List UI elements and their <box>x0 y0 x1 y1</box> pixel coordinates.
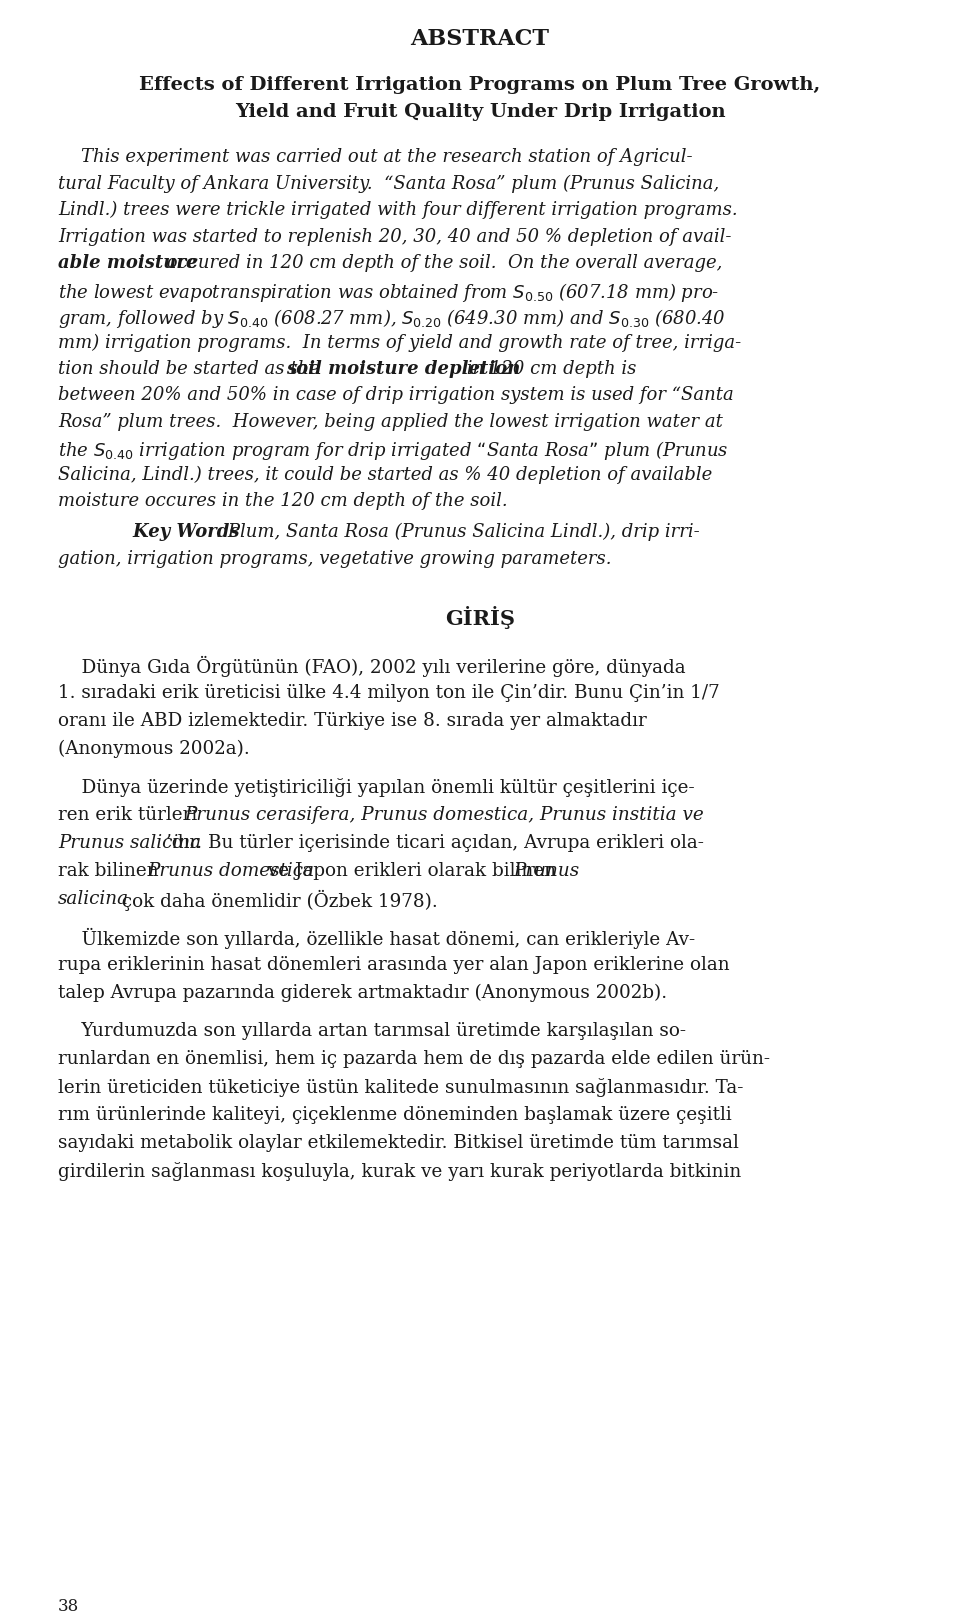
Text: 38: 38 <box>58 1597 80 1613</box>
Text: able moisture: able moisture <box>58 253 198 271</box>
Text: the $S_{0.40}$ irrigation program for drip irrigated “Santa Rosa” plum (Prunus: the $S_{0.40}$ irrigation program for dr… <box>58 440 729 463</box>
Text: moisture occures in the 120 cm depth of the soil.: moisture occures in the 120 cm depth of … <box>58 492 508 510</box>
Text: soil moisture depletion: soil moisture depletion <box>286 360 520 378</box>
Text: Lindl.) trees were trickle irrigated with four different irrigation programs.: Lindl.) trees were trickle irrigated wit… <box>58 201 737 219</box>
Text: runlardan en önemlisi, hem iç pazarda hem de dış pazarda elde edilen ürün-: runlardan en önemlisi, hem iç pazarda he… <box>58 1050 770 1068</box>
Text: Salicina, Lindl.) trees, it could be started as % 40 depletion of available: Salicina, Lindl.) trees, it could be sta… <box>58 466 712 484</box>
Text: the lowest evapotranspiration was obtained from $S_{0.50}$ (607.18 mm) pro-: the lowest evapotranspiration was obtain… <box>58 281 719 304</box>
Text: rupa eriklerinin hasat dönemleri arasında yer alan Japon eriklerine olan: rupa eriklerinin hasat dönemleri arasınd… <box>58 956 730 974</box>
Text: : Plum, Santa Rosa (Prunus Salicina Lindl.), drip irri-: : Plum, Santa Rosa (Prunus Salicina Lind… <box>216 523 700 540</box>
Text: Yield and Fruit Quality Under Drip Irrigation: Yield and Fruit Quality Under Drip Irrig… <box>234 102 726 122</box>
Text: sayıdaki metabolik olaylar etkilemektedir. Bitkisel üretimde tüm tarımsal: sayıdaki metabolik olaylar etkilemektedi… <box>58 1133 739 1151</box>
Text: Irrigation was started to replenish 20, 30, 40 and 50 % depletion of avail-: Irrigation was started to replenish 20, … <box>58 227 732 245</box>
Text: ’dır. Bu türler içerisinde ticari açıdan, Avrupa erikleri ola-: ’dır. Bu türler içerisinde ticari açıdan… <box>166 834 704 852</box>
Text: salicina: salicina <box>58 889 130 907</box>
Text: occured in 120 cm depth of the soil.  On the overall average,: occured in 120 cm depth of the soil. On … <box>161 253 722 271</box>
Text: Rosa” plum trees.  However, being applied the lowest irrigation water at: Rosa” plum trees. However, being applied… <box>58 412 723 430</box>
Text: mm) irrigation programs.  In terms of yield and growth rate of tree, irriga-: mm) irrigation programs. In terms of yie… <box>58 333 741 352</box>
Text: (Anonymous 2002a).: (Anonymous 2002a). <box>58 740 250 758</box>
Text: Yurdumuzda son yıllarda artan tarımsal üretimde karşılaşılan so-: Yurdumuzda son yıllarda artan tarımsal ü… <box>58 1021 686 1039</box>
Text: Prunus domestica: Prunus domestica <box>147 862 314 880</box>
Text: between 20% and 50% in case of drip irrigation system is used for “Santa: between 20% and 50% in case of drip irri… <box>58 386 733 404</box>
Text: çok daha önemlidir (Özbek 1978).: çok daha önemlidir (Özbek 1978). <box>115 889 438 911</box>
Text: in 120 cm depth is: in 120 cm depth is <box>461 360 636 378</box>
Text: rım ürünlerinde kaliteyi, çiçeklenme döneminden başlamak üzere çeşitli: rım ürünlerinde kaliteyi, çiçeklenme dön… <box>58 1105 732 1123</box>
Text: talep Avrupa pazarında giderek artmaktadır (Anonymous 2002b).: talep Avrupa pazarında giderek artmaktad… <box>58 984 667 1001</box>
Text: Prunus cerasifera, Prunus domestica, Prunus institia ve: Prunus cerasifera, Prunus domestica, Pru… <box>183 805 704 823</box>
Text: tion should be started as the: tion should be started as the <box>58 360 325 378</box>
Text: ​: ​ <box>108 523 131 540</box>
Text: Dünya Gıda Örgütünün (FAO), 2002 yılı verilerine göre, dünyada: Dünya Gıda Örgütünün (FAO), 2002 yılı ve… <box>58 656 685 677</box>
Text: Effects of Different Irrigation Programs on Plum Tree Growth,: Effects of Different Irrigation Programs… <box>139 76 821 94</box>
Text: ve Japon erikleri olarak bilinen: ve Japon erikleri olarak bilinen <box>262 862 562 880</box>
Text: GİRİŞ: GİRİŞ <box>445 605 515 628</box>
Text: rak bilinen: rak bilinen <box>58 862 164 880</box>
Text: ren erik türleri: ren erik türleri <box>58 805 204 823</box>
Text: ABSTRACT: ABSTRACT <box>411 28 549 50</box>
Text: This experiment was carried out at the research station of Agricul-: This experiment was carried out at the r… <box>58 148 692 166</box>
Text: lerin üreticiden tüketiciye üstün kalitede sunulmasının sağlanmasıdır. Ta-: lerin üreticiden tüketiciye üstün kalite… <box>58 1078 743 1096</box>
Text: gation, irrigation programs, vegetative growing parameters.: gation, irrigation programs, vegetative … <box>58 549 612 566</box>
Text: gram, followed by $S_{0.40}$ (608.27 mm), $S_{0.20}$ (649.30 mm) and $S_{0.30}$ : gram, followed by $S_{0.40}$ (608.27 mm)… <box>58 307 726 329</box>
Text: Key Words: Key Words <box>108 523 239 540</box>
Text: girdilerin sağlanması koşuluyla, kurak ve yarı kurak periyotlarda bitkinin: girdilerin sağlanması koşuluyla, kurak v… <box>58 1162 741 1180</box>
Text: Prunus salicina: Prunus salicina <box>58 834 202 852</box>
Text: Ülkemizde son yıllarda, özellikle hasat dönemi, can erikleriyle Av-: Ülkemizde son yıllarda, özellikle hasat … <box>58 927 695 948</box>
Text: 1. sıradaki erik üreticisi ülke 4.4 milyon ton ile Çin’dir. Bunu Çin’in 1/7: 1. sıradaki erik üreticisi ülke 4.4 mily… <box>58 683 720 701</box>
Text: Dünya üzerinde yetiştiriciliği yapılan önemli kültür çeşitlerini içe-: Dünya üzerinde yetiştiriciliği yapılan ö… <box>58 777 695 797</box>
Text: Prunus: Prunus <box>514 862 580 880</box>
Text: tural Faculty of Ankara University.  “Santa Rosa” plum (Prunus Salicina,: tural Faculty of Ankara University. “San… <box>58 174 719 193</box>
Text: oranı ile ABD izlemektedir. Türkiye ise 8. sırada yer almaktadır: oranı ile ABD izlemektedir. Türkiye ise … <box>58 711 647 730</box>
